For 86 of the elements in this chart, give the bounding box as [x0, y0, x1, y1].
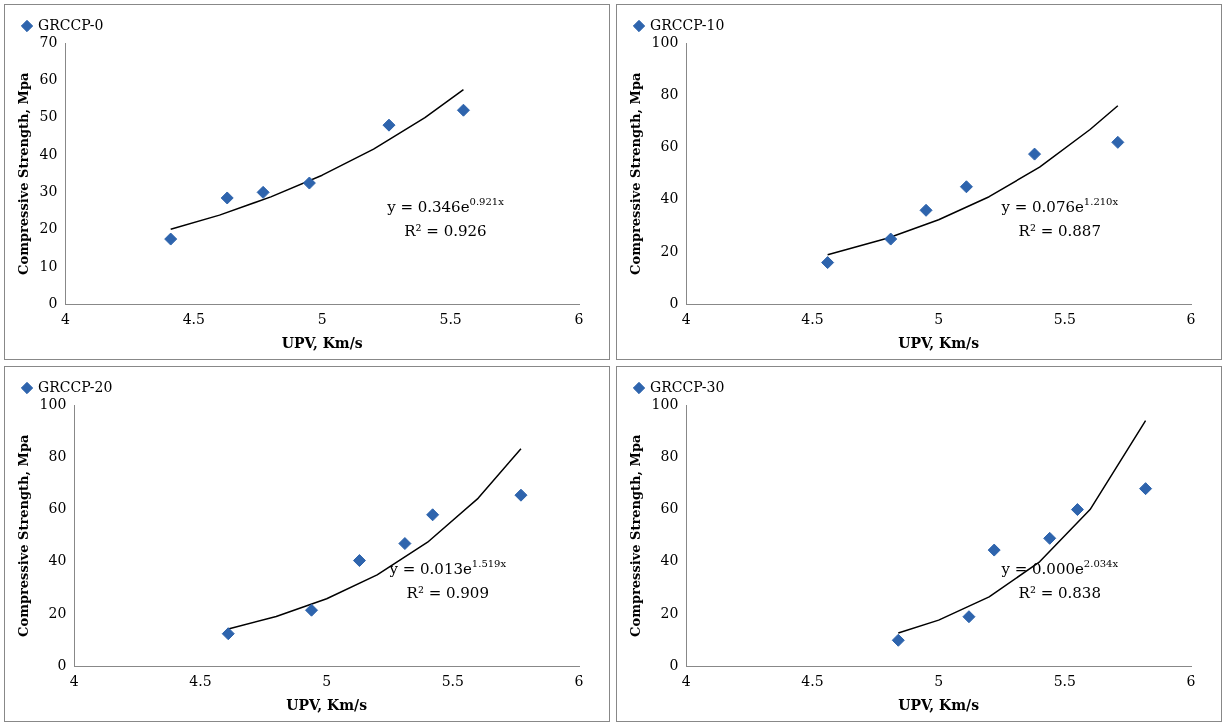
y-tick-label: 40 — [39, 145, 58, 162]
y-tick-label: 0 — [669, 657, 679, 674]
y-tick-label: 80 — [660, 85, 679, 102]
x-tick-label: 5.5 — [1053, 311, 1076, 328]
x-tick-label: 5.5 — [441, 673, 464, 690]
x-tick-label: 4 — [60, 311, 70, 328]
x-axis-title: UPV, Km/s — [898, 335, 980, 352]
x-tick-label: 5.5 — [1053, 673, 1076, 690]
legend-label: GRCCP-0 — [38, 16, 104, 33]
point — [382, 118, 396, 132]
legend-label: GRCCP-20 — [38, 378, 113, 395]
x-axis-title: UPV, Km/s — [281, 335, 363, 352]
x-tick-label: 5 — [317, 311, 327, 328]
x-tick-label: 4.5 — [189, 673, 212, 690]
x-tick-label: 6 — [574, 673, 584, 690]
point — [919, 203, 933, 217]
y-tick-label: 80 — [48, 447, 67, 464]
y-tick-label: 10 — [39, 257, 58, 274]
y-tick-label: 0 — [57, 657, 67, 674]
point — [305, 603, 319, 617]
y-axis-title: Compressive Strength, Mpa — [628, 71, 644, 275]
y-tick-label: 100 — [39, 395, 67, 412]
y-tick-label: 0 — [669, 295, 679, 312]
point — [1070, 503, 1084, 517]
y-tick-label: 40 — [660, 190, 679, 207]
point — [1043, 531, 1057, 545]
y-tick-label: 20 — [660, 242, 679, 259]
y-tick-label: 100 — [651, 33, 679, 50]
x-tick-label: 5 — [934, 311, 944, 328]
y-tick-label: 30 — [39, 183, 58, 200]
annotation: R² = 0.887 — [1018, 221, 1101, 240]
point — [514, 488, 528, 502]
point — [220, 191, 234, 205]
x-tick-label: 4 — [681, 311, 691, 328]
x-tick-label: 4.5 — [801, 311, 824, 328]
point — [987, 543, 1001, 557]
point — [959, 180, 973, 194]
y-axis-title: Compressive Strength, Mpa — [16, 433, 32, 637]
x-tick-label: 6 — [574, 311, 584, 328]
x-tick-label: 6 — [1186, 311, 1196, 328]
x-tick-label: 6 — [1186, 673, 1196, 690]
x-tick-label: 5.5 — [439, 311, 462, 328]
legend-label: GRCCP-30 — [650, 378, 725, 395]
x-tick-label: 4.5 — [182, 311, 205, 328]
y-tick-label: 0 — [48, 295, 58, 312]
annotation: R² = 0.909 — [406, 583, 489, 602]
y-tick-label: 20 — [39, 220, 58, 237]
y-tick-label: 60 — [660, 138, 679, 155]
y-tick-label: 20 — [660, 604, 679, 621]
x-tick-label: 5 — [934, 673, 944, 690]
point — [1139, 482, 1153, 496]
y-tick-label: 100 — [651, 395, 679, 412]
y-tick-label: 70 — [39, 33, 58, 50]
y-axis-title: Compressive Strength, Mpa — [628, 433, 644, 637]
point — [962, 610, 976, 624]
y-tick-label: 40 — [48, 552, 67, 569]
y-tick-label: 80 — [660, 447, 679, 464]
x-tick-label: 5 — [322, 673, 332, 690]
x-axis-title: UPV, Km/s — [898, 697, 980, 714]
annotation: R² = 0.926 — [404, 221, 487, 240]
point — [426, 508, 440, 522]
point — [1111, 135, 1125, 149]
annotation: R² = 0.838 — [1018, 583, 1101, 602]
point — [456, 103, 470, 117]
x-tick-label: 4.5 — [801, 673, 824, 690]
y-tick-label: 60 — [48, 500, 67, 517]
y-tick-label: 50 — [39, 108, 58, 125]
point — [398, 537, 412, 551]
point — [1028, 147, 1042, 161]
y-axis-title: Compressive Strength, Mpa — [16, 71, 32, 275]
legend-label: GRCCP-10 — [650, 16, 725, 33]
y-tick-label: 20 — [48, 604, 67, 621]
x-tick-label: 4 — [681, 673, 691, 690]
y-tick-label: 60 — [39, 70, 58, 87]
y-tick-label: 40 — [660, 552, 679, 569]
point — [891, 633, 905, 647]
point — [352, 554, 366, 568]
point — [302, 176, 316, 190]
x-tick-label: 4 — [69, 673, 79, 690]
point — [884, 232, 898, 246]
point — [821, 256, 835, 270]
point — [256, 185, 270, 199]
x-axis-title: UPV, Km/s — [286, 697, 368, 714]
point — [221, 627, 235, 641]
point — [164, 232, 178, 246]
y-tick-label: 60 — [660, 500, 679, 517]
